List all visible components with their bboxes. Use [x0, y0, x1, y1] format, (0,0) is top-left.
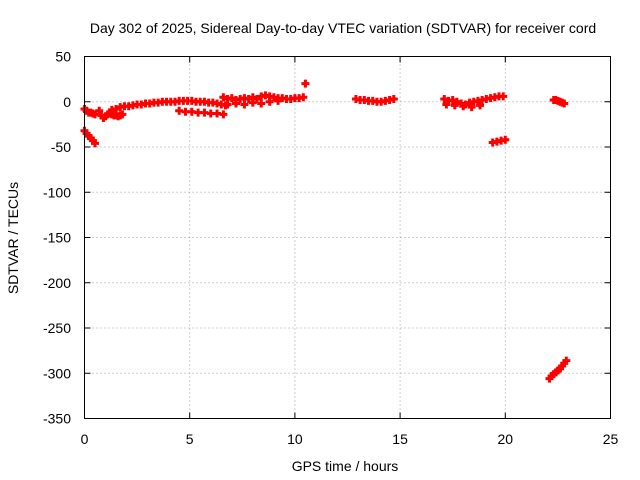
data-point	[223, 100, 232, 109]
y-tick-label: -100	[43, 184, 71, 200]
x-axis-label: GPS time / hours	[292, 458, 399, 474]
x-tick-label: 15	[392, 431, 408, 447]
data-point	[501, 135, 510, 144]
data-point	[219, 110, 228, 119]
data-point	[467, 103, 476, 112]
y-tick-label: 50	[55, 49, 71, 65]
y-tick-label: -250	[43, 320, 71, 336]
data-point	[244, 95, 253, 104]
data-point	[459, 102, 468, 111]
x-tick-label: 0	[81, 431, 89, 447]
data-point	[231, 99, 240, 108]
y-axis-label: SDTVAR / TECUs	[5, 182, 21, 294]
grid-layer	[84, 56, 611, 419]
data-point	[219, 93, 228, 102]
x-tick-label: 25	[603, 431, 619, 447]
x-tick-label: 5	[186, 431, 194, 447]
data-point	[499, 92, 508, 101]
chart-title: Day 302 of 2025, Sidereal Day-to-day VTE…	[90, 20, 596, 36]
data-point	[299, 93, 308, 102]
data-point	[301, 79, 310, 88]
axis-ticks: 0 5 10 15 20 25 50 0 -50 -100 -150 -200 -250 -300 -350	[43, 49, 619, 448]
data-point	[562, 356, 571, 365]
data-point	[389, 95, 398, 104]
data-point	[95, 106, 104, 115]
data-point	[91, 139, 100, 148]
data-point	[118, 110, 127, 119]
x-tick-label: 20	[498, 431, 514, 447]
y-tick-label: -300	[43, 365, 71, 381]
data-point	[440, 95, 449, 104]
data-point	[560, 99, 569, 108]
data-point	[442, 100, 451, 109]
x-tick-label: 10	[287, 431, 303, 447]
data-point	[240, 100, 249, 109]
data-point	[476, 101, 485, 110]
y-tick-label: -50	[51, 139, 71, 155]
data-point	[257, 99, 266, 108]
data-point	[112, 104, 121, 113]
data-point	[265, 97, 274, 106]
y-tick-label: -150	[43, 230, 71, 246]
data-point	[450, 101, 459, 110]
data-points	[80, 79, 571, 383]
data-point	[274, 96, 283, 105]
y-tick-label: -350	[43, 411, 71, 427]
y-tick-label: -200	[43, 275, 71, 291]
y-tick-label: 0	[63, 94, 71, 110]
data-point	[253, 95, 262, 104]
data-point	[248, 98, 257, 107]
data-point	[448, 95, 457, 104]
data-point	[227, 94, 236, 103]
